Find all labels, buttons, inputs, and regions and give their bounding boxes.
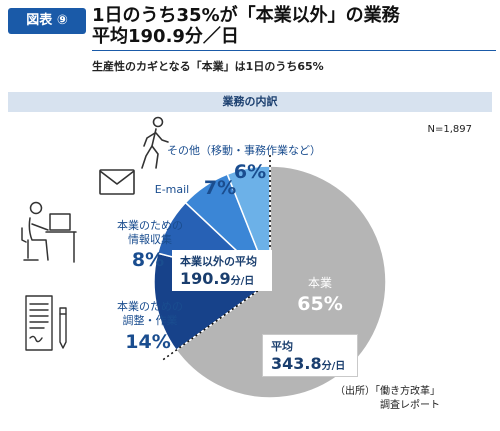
source-line-1: （出所）「働き方改革」 (335, 386, 440, 397)
label-coord-name-1: 本業のための (117, 299, 183, 313)
average-core-heading: 平均 (271, 340, 293, 353)
figure-badge: 図表 ⑨ (8, 8, 86, 34)
label-other-name: その他（移動・事務作業など） (167, 143, 321, 157)
source-note: （出所）「働き方改革」 調査レポート (330, 385, 440, 413)
title-line-2: 平均190.9分／日 (92, 26, 239, 47)
section-band: 業務の内訳 (8, 92, 492, 112)
envelope-icon (99, 169, 135, 195)
separator-line-2 (162, 281, 271, 361)
label-core-name: 本業 (308, 276, 332, 290)
average-non-core-unit: 分/日 (230, 276, 255, 287)
average-core-value: 343.8 (271, 354, 322, 373)
document-pen-icon (25, 295, 67, 351)
person-at-desk-icon (21, 201, 77, 263)
label-info-pct: 8% (132, 249, 164, 271)
average-non-core-box: 本業以外の平均 190.9分/日 (172, 250, 272, 291)
label-coord-pct: 14% (125, 331, 170, 353)
label-info-name-1: 本業のための (117, 218, 183, 232)
label-info-name-2: 情報収集 (128, 232, 172, 246)
average-non-core-value: 190.9 (180, 269, 231, 288)
label-email-name: E-mail (155, 183, 190, 196)
average-core-unit: 分/日 (321, 361, 346, 372)
label-core-pct: 65% (297, 293, 342, 315)
walking-person-icon (141, 116, 169, 169)
sample-size: N=1,897 (427, 124, 473, 135)
title-rule (92, 50, 496, 51)
source-line-2: 調査レポート (380, 400, 440, 411)
figure-subtitle: 生産性のカギとなる「本業」は1日のうち65% (92, 60, 324, 73)
average-non-core-heading: 本業以外の平均 (180, 255, 257, 268)
title-line-1: 1日のうち35%が「本業以外」の業務 (92, 5, 400, 26)
average-core-box: 平均 343.8分/日 (262, 334, 358, 377)
label-other-pct: 6% (234, 161, 266, 183)
label-email-pct: 7% (204, 177, 236, 199)
label-coord-name-2: 調整・作業 (123, 313, 178, 327)
figure-title: 1日のうち35%が「本業以外」の業務 平均190.9分／日 (92, 5, 492, 47)
